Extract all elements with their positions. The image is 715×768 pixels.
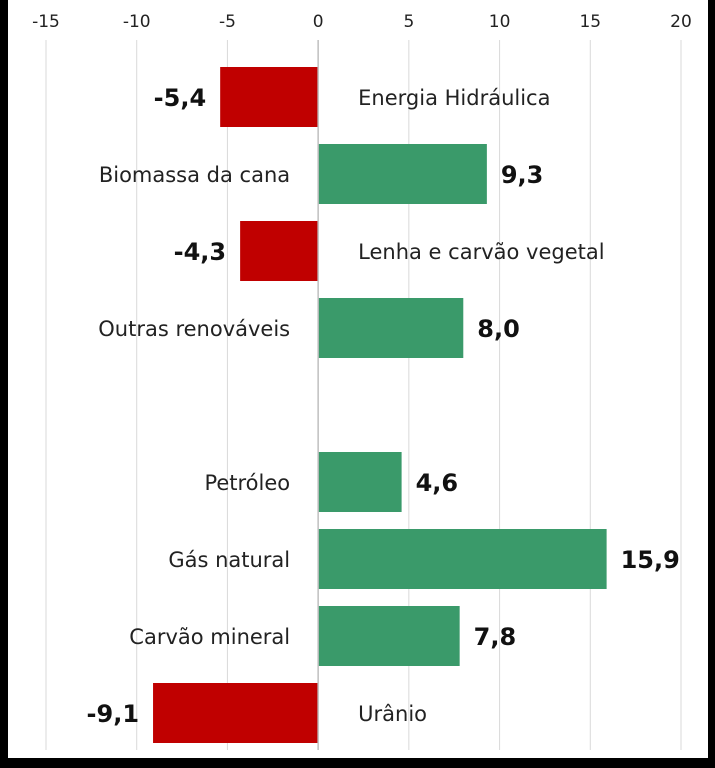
x-tick-label: 15 [579, 12, 601, 32]
data-label: -9,1 [87, 700, 139, 728]
x-tick-label: 20 [670, 12, 692, 32]
bar [318, 529, 607, 589]
data-label: 9,3 [501, 161, 544, 189]
data-label: 7,8 [474, 623, 517, 651]
category-label: Urânio [358, 702, 427, 726]
bar [318, 606, 460, 666]
x-tick-label: -15 [32, 12, 60, 32]
category-label: Lenha e carvão vegetal [358, 240, 604, 264]
bar [318, 144, 487, 204]
data-label: 4,6 [416, 469, 459, 497]
data-label: -5,4 [154, 84, 206, 112]
x-tick-label: -10 [123, 12, 151, 32]
data-label: 8,0 [477, 315, 520, 343]
category-label: Gás natural [168, 548, 290, 572]
labels: -5,4 Energia Hidráulica 9,3 Biomassa da can… [87, 84, 680, 728]
bar [220, 67, 319, 127]
bar-chart: -15 -10 -5 0 5 10 15 20 -5,4 Energia Hidráulica 9… [32, 12, 692, 750]
data-label: 15,9 [621, 546, 680, 574]
category-label: Biomassa da cana [99, 163, 290, 187]
x-tick-label: -5 [219, 12, 236, 32]
bar [318, 298, 464, 358]
x-tick-label: 10 [489, 12, 511, 32]
bar [318, 452, 402, 512]
bar [240, 221, 319, 281]
category-label: Outras renováveis [98, 317, 290, 341]
chart-frame: -15 -10 -5 0 5 10 15 20 -5,4 Energia Hidráulica 9… [8, 0, 708, 758]
category-label: Energia Hidráulica [358, 86, 550, 110]
category-label: Petróleo [204, 471, 290, 495]
bars [153, 67, 607, 743]
x-tick-label: 5 [403, 12, 414, 32]
bar [153, 683, 319, 743]
data-label: -4,3 [174, 238, 226, 266]
x-axis-ticks: -15 -10 -5 0 5 10 15 20 [32, 12, 692, 32]
category-label: Carvão mineral [129, 625, 290, 649]
x-tick-label: 0 [313, 12, 324, 32]
